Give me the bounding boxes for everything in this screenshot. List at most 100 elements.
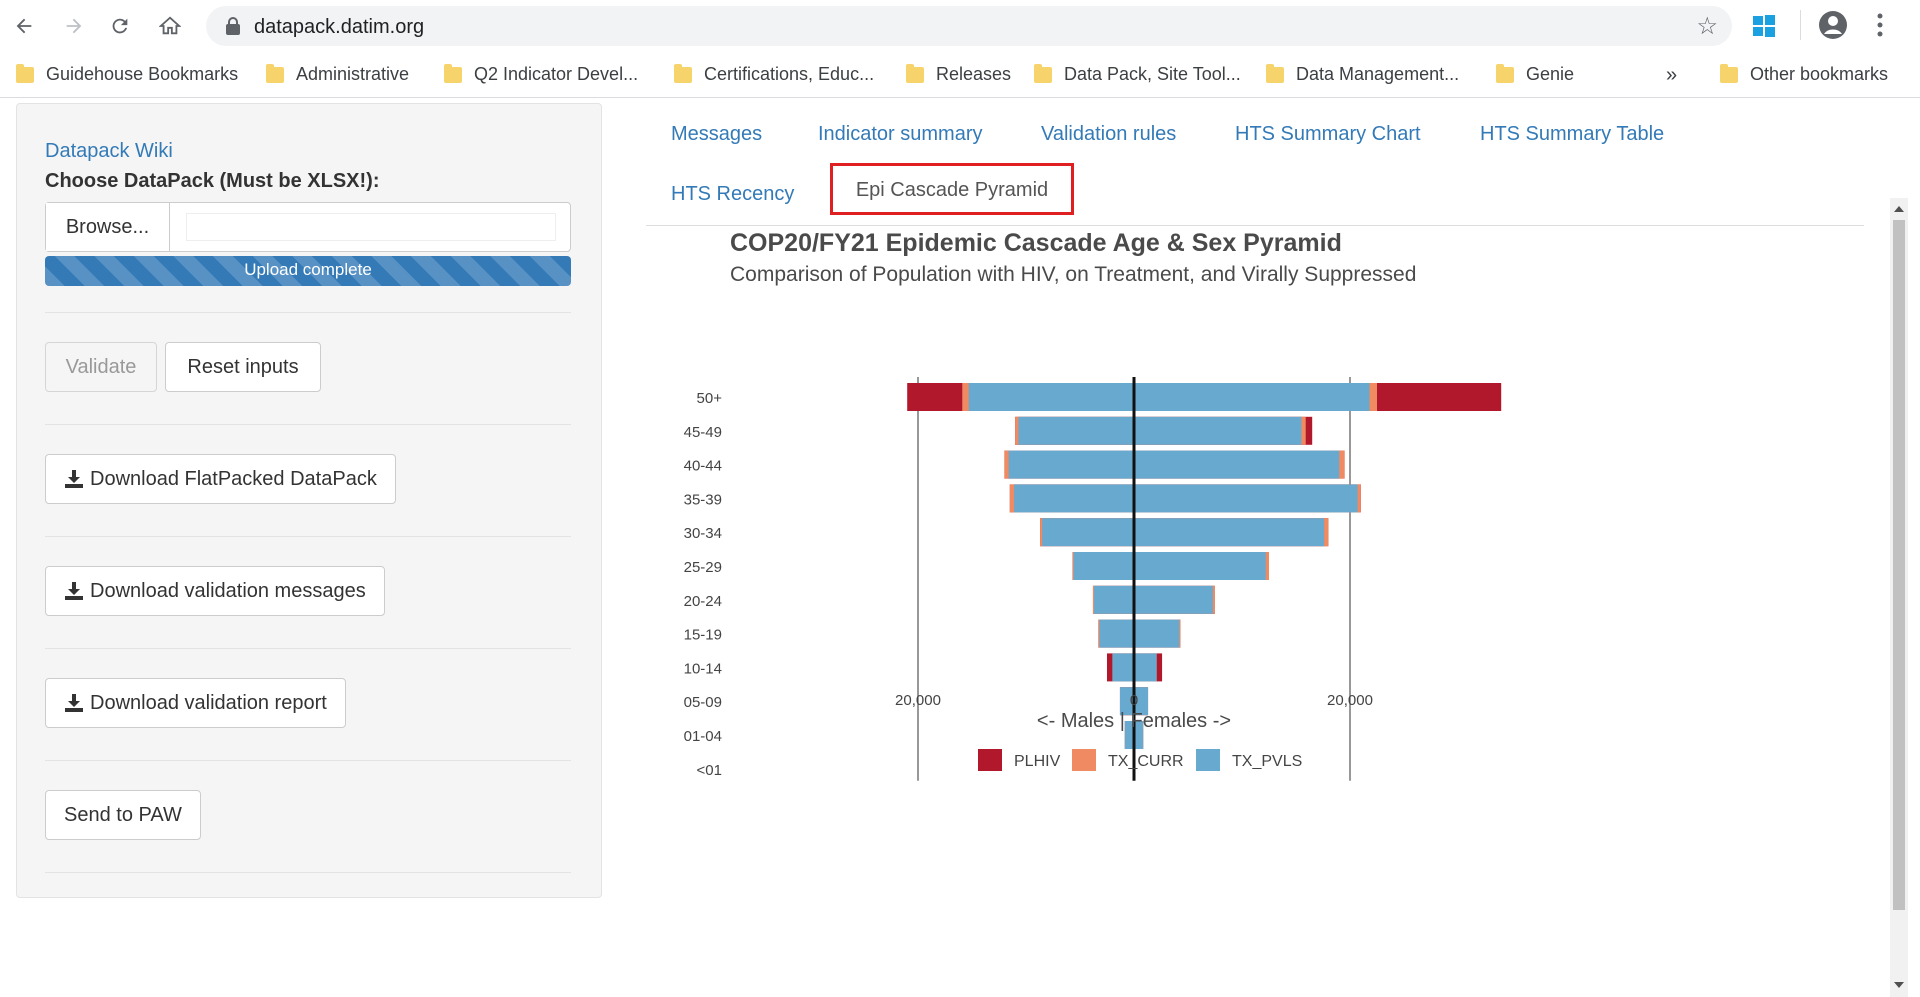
bar-tx_pvls-male <box>1119 687 1134 716</box>
age-tick-label: 05-09 <box>684 694 722 711</box>
bar-tx_pvls-male <box>1018 416 1134 445</box>
tab-hts-recency[interactable]: HTS Recency <box>671 183 795 205</box>
browser-menu-icon[interactable] <box>1876 12 1884 43</box>
folder-icon <box>1266 63 1284 83</box>
bar-tx_pvls-female <box>1134 383 1370 411</box>
age-tick-label: 10-14 <box>684 660 722 677</box>
scroll-thumb[interactable] <box>1893 220 1905 910</box>
download-icon <box>65 470 83 488</box>
reload-icon[interactable] <box>102 8 138 44</box>
address-bar[interactable]: datapack.datim.org ☆ <box>206 6 1732 46</box>
bar-tx_pvls-female <box>1134 518 1325 547</box>
bookmark-folder[interactable]: Data Management... <box>1266 63 1459 85</box>
bar-tx_pvls-female <box>1134 552 1266 580</box>
legend-swatch-tx_pvls <box>1196 749 1220 771</box>
download-validation-report-button[interactable]: Download validation report <box>45 678 346 728</box>
age-tick-label: 25-29 <box>684 559 722 576</box>
bookmark-star-icon[interactable]: ☆ <box>1696 13 1718 40</box>
legend-swatch-tx_curr <box>1072 749 1096 771</box>
vertical-scrollbar[interactable] <box>1890 198 1908 997</box>
bar-tx_pvls-female <box>1134 721 1144 749</box>
choose-datapack-label: Choose DataPack (Must be XLSX!): <box>45 170 380 192</box>
scroll-down-icon[interactable] <box>1890 978 1908 992</box>
age-tick-label: <01 <box>697 762 722 779</box>
bar-tx_pvls-female <box>1134 653 1157 682</box>
file-name-field[interactable] <box>186 213 556 241</box>
bookmark-folder[interactable]: Certifications, Educ... <box>674 63 874 85</box>
age-tick-label: 40-44 <box>684 458 722 475</box>
bar-tx_pvls-female <box>1134 416 1302 445</box>
send-to-paw-button[interactable]: Send to PAW <box>45 790 201 840</box>
divider <box>45 424 571 425</box>
bar-tx_pvls-male <box>1094 585 1134 614</box>
legend-label: TX_PVLS <box>1232 753 1302 770</box>
age-tick-label: 20-24 <box>684 593 722 610</box>
divider <box>45 872 571 873</box>
more-bookmarks-icon[interactable]: » <box>1666 64 1678 86</box>
profile-avatar-icon[interactable] <box>1818 10 1848 45</box>
home-icon[interactable] <box>152 8 188 44</box>
browse-button[interactable]: Browse... <box>46 203 170 251</box>
upload-status: Upload complete <box>244 260 372 279</box>
legend-label: PLHIV <box>1014 753 1061 770</box>
tab-epi-cascade-pyramid[interactable]: Epi Cascade Pyramid <box>830 163 1074 215</box>
bookmark-folder[interactable]: Genie <box>1496 63 1574 85</box>
folder-icon <box>266 63 284 83</box>
age-tick-label: 45-49 <box>684 424 722 441</box>
bar-tx_pvls-female <box>1134 619 1180 648</box>
download-validation-messages-button[interactable]: Download validation messages <box>45 566 385 616</box>
tab-hts-summary-table[interactable]: HTS Summary Table <box>1480 123 1665 145</box>
folder-icon <box>1720 63 1738 83</box>
bar-tx_pvls-female <box>1134 484 1358 513</box>
forward-icon[interactable] <box>56 8 92 44</box>
divider <box>45 536 571 537</box>
age-tick-label: 50+ <box>697 390 723 407</box>
divider <box>45 648 571 649</box>
download-flatpacked-button[interactable]: Download FlatPacked DataPack <box>45 454 396 504</box>
tab-validation-rules[interactable]: Validation rules <box>1041 123 1177 145</box>
folder-icon <box>674 63 692 83</box>
tab-hts-summary-chart[interactable]: HTS Summary Chart <box>1235 123 1421 145</box>
age-tick-label: 01-04 <box>684 728 722 745</box>
datapack-wiki-link[interactable]: Datapack Wiki <box>45 140 173 162</box>
bar-tx_pvls-male <box>1112 653 1134 682</box>
reset-inputs-button[interactable]: Reset inputs <box>165 342 321 392</box>
other-bookmarks[interactable]: Other bookmarks <box>1720 63 1888 85</box>
bookmark-folder[interactable]: Releases <box>906 63 1011 85</box>
validate-button[interactable]: Validate <box>45 342 157 392</box>
legend-swatch-plhiv <box>978 749 1002 771</box>
bar-tx_pvls-male <box>968 383 1134 411</box>
folder-icon <box>16 63 34 83</box>
url-text: datapack.datim.org <box>254 16 425 38</box>
sidebar-panel: Datapack Wiki Choose DataPack (Must be X… <box>16 103 602 898</box>
bookmarks-bar: Guidehouse Bookmarks Administrative Q2 I… <box>0 52 1920 98</box>
back-icon[interactable] <box>6 8 42 44</box>
bar-tx_pvls-female <box>1134 585 1213 614</box>
bookmark-folder[interactable]: Administrative <box>266 63 409 85</box>
bookmark-folder[interactable]: Data Pack, Site Tool... <box>1034 63 1241 85</box>
bar-tx_pvls-male <box>1073 552 1134 580</box>
bar-tx_pvls-female <box>1134 450 1340 479</box>
download-icon <box>65 694 83 712</box>
folder-icon <box>906 63 924 83</box>
pyramid-svg: 50+ 45-49 40-44 35-39 30-34 25-29 20-24 15-19 10… <box>684 377 1502 781</box>
tab-messages[interactable]: Messages <box>671 123 763 145</box>
legend-label: TX_CURR <box>1108 753 1184 770</box>
folder-icon <box>444 63 462 83</box>
divider <box>45 760 571 761</box>
scroll-up-icon[interactable] <box>1890 202 1908 216</box>
x-tick-label: 20,000 <box>895 692 941 709</box>
download-icon <box>65 582 83 600</box>
tab-indicator-summary[interactable]: Indicator summary <box>818 123 983 145</box>
windows-extension-icon[interactable] <box>1752 14 1776 43</box>
bookmark-folder[interactable]: Q2 Indicator Devel... <box>444 63 638 85</box>
folder-icon <box>1496 63 1514 83</box>
bar-tx_pvls-male <box>1099 619 1134 648</box>
bookmark-folder[interactable]: Guidehouse Bookmarks <box>16 63 238 85</box>
x-tick-label: 0 <box>1130 692 1138 709</box>
folder-icon <box>1034 63 1052 83</box>
file-input[interactable]: Browse... <box>45 202 571 252</box>
bar-tx_pvls-male <box>1008 450 1134 479</box>
bar-tx_pvls-male <box>1124 721 1134 749</box>
x-tick-label: 20,000 <box>1327 692 1373 709</box>
